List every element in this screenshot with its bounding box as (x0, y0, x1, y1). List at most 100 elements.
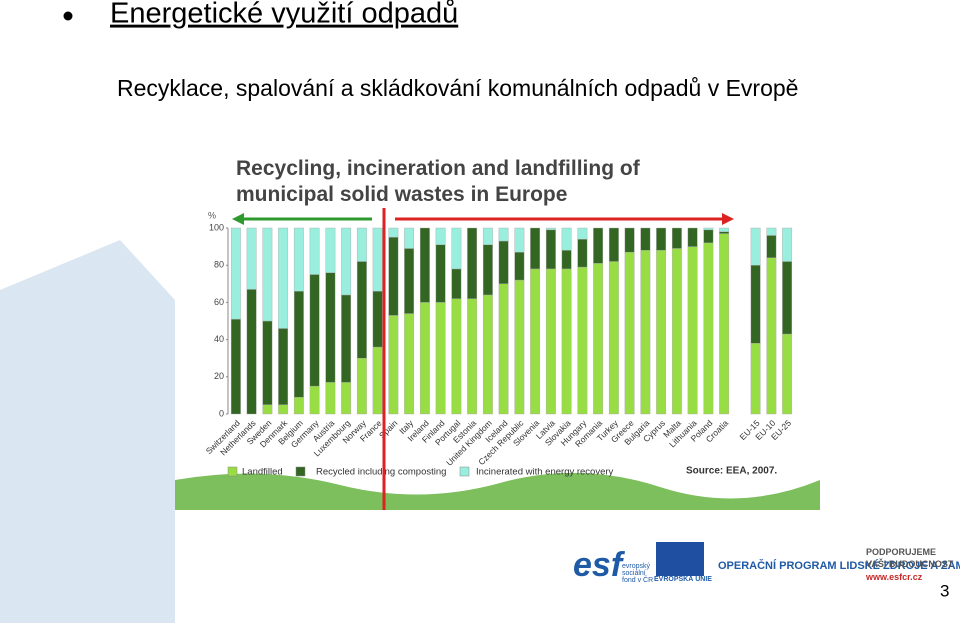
arrow-head (722, 213, 734, 225)
bar-segment (230, 227, 241, 320)
bar-segment (278, 328, 289, 405)
bar-segment (388, 237, 399, 316)
bar-segment (766, 235, 777, 258)
bar-segment (561, 250, 572, 270)
bar-segment (766, 257, 777, 415)
bar-segment (703, 229, 714, 244)
bar-segment (656, 250, 667, 415)
bar-segment (514, 251, 525, 281)
bar-segment (262, 227, 273, 322)
bar-segment (750, 343, 761, 415)
bar-segment (593, 263, 604, 415)
legend-swatch (295, 466, 306, 477)
bar-segment (545, 227, 556, 231)
bar-segment (404, 248, 415, 314)
bar-segment (608, 227, 619, 262)
bar-segment (451, 298, 462, 415)
bar-segment (498, 240, 509, 285)
bar-segment (435, 244, 446, 303)
page-number: 3 (940, 581, 949, 600)
bar-segment (325, 272, 336, 383)
bar-segment (498, 283, 509, 415)
bar-segment (624, 251, 635, 415)
bar-segment (246, 227, 257, 290)
slogan: PODPORUJEME VAŠI BUDOUCNOST (866, 547, 954, 569)
eu-flag (656, 542, 704, 576)
bar-segment (782, 261, 793, 335)
bar-segment (372, 291, 383, 348)
bar-segment (719, 227, 730, 232)
bar-segment (341, 382, 352, 415)
bar-segment (530, 227, 541, 270)
bar-segment (404, 313, 415, 415)
bar-segment (278, 227, 289, 329)
bar-segment (782, 227, 793, 262)
bar-segment (577, 266, 588, 415)
bar-segment (593, 227, 604, 264)
bar-segment (341, 294, 352, 383)
bar-segment (262, 404, 273, 415)
bar-segment (561, 268, 572, 415)
bar-segment (514, 279, 525, 415)
bar-segment (545, 268, 556, 415)
bar-segment (435, 227, 446, 245)
bar-segment (388, 315, 399, 415)
y-label: % (208, 210, 216, 220)
bar-segment (577, 238, 588, 268)
y-tick-label: 40 (214, 334, 224, 344)
esf-text: evropský sociální fond v ČR (622, 563, 654, 584)
y-tick-label: 100 (209, 222, 224, 232)
bar-segment (356, 358, 367, 415)
bar-segment (498, 227, 509, 242)
bar-segment (482, 227, 493, 245)
arrow-head (232, 213, 244, 225)
bar-segment (325, 382, 336, 415)
bar-segment (388, 227, 399, 238)
bar-segment (577, 227, 588, 240)
bar-segment (278, 404, 289, 415)
bar-segment (671, 248, 682, 415)
bar-segment (262, 320, 273, 405)
background-shape (0, 240, 175, 623)
bar-segment (419, 302, 430, 415)
decor-wave (175, 472, 820, 510)
bar-segment (309, 274, 320, 387)
bar-segment (467, 298, 478, 415)
legend-label: Recycled including composting (316, 467, 446, 478)
bar-segment (372, 346, 383, 415)
bar-segment (608, 261, 619, 415)
legend-label: Incinerated with energy recovery (476, 467, 614, 478)
bar-segment (451, 268, 462, 299)
bar-segment (356, 261, 367, 359)
op-text: OPERAČNÍ PROGRAM LIDSKÉ ZDROJE A ZAMĚSTN… (718, 559, 960, 572)
bar-segment (782, 333, 793, 415)
legend-label: Landfilled (242, 467, 283, 478)
bar-segment (545, 229, 556, 270)
bar-segment (341, 227, 352, 296)
bar-segment (561, 227, 572, 251)
bar-segment (671, 227, 682, 249)
bar-segment (293, 397, 304, 415)
bar-segment (325, 227, 336, 273)
bar-segment (703, 242, 714, 415)
bar-segment (309, 227, 320, 275)
bar-segment (719, 233, 730, 415)
bar-segment (766, 227, 777, 236)
bar-segment (750, 265, 761, 344)
bar-segment (530, 268, 541, 415)
y-tick-label: 80 (214, 260, 224, 270)
eu-text: EVROPSKÁ UNIE (654, 576, 712, 583)
bar-segment (703, 227, 714, 231)
bar-segment (404, 227, 415, 249)
bar-segment (356, 227, 367, 262)
bar-segment (435, 302, 446, 415)
bar-segment (624, 227, 635, 253)
legend-swatch (227, 466, 238, 477)
url: www.esfcr.cz (866, 572, 923, 582)
bar-segment (719, 231, 730, 234)
bar-segment (293, 227, 304, 292)
bar-segment (246, 289, 257, 415)
bar-segment (293, 291, 304, 398)
